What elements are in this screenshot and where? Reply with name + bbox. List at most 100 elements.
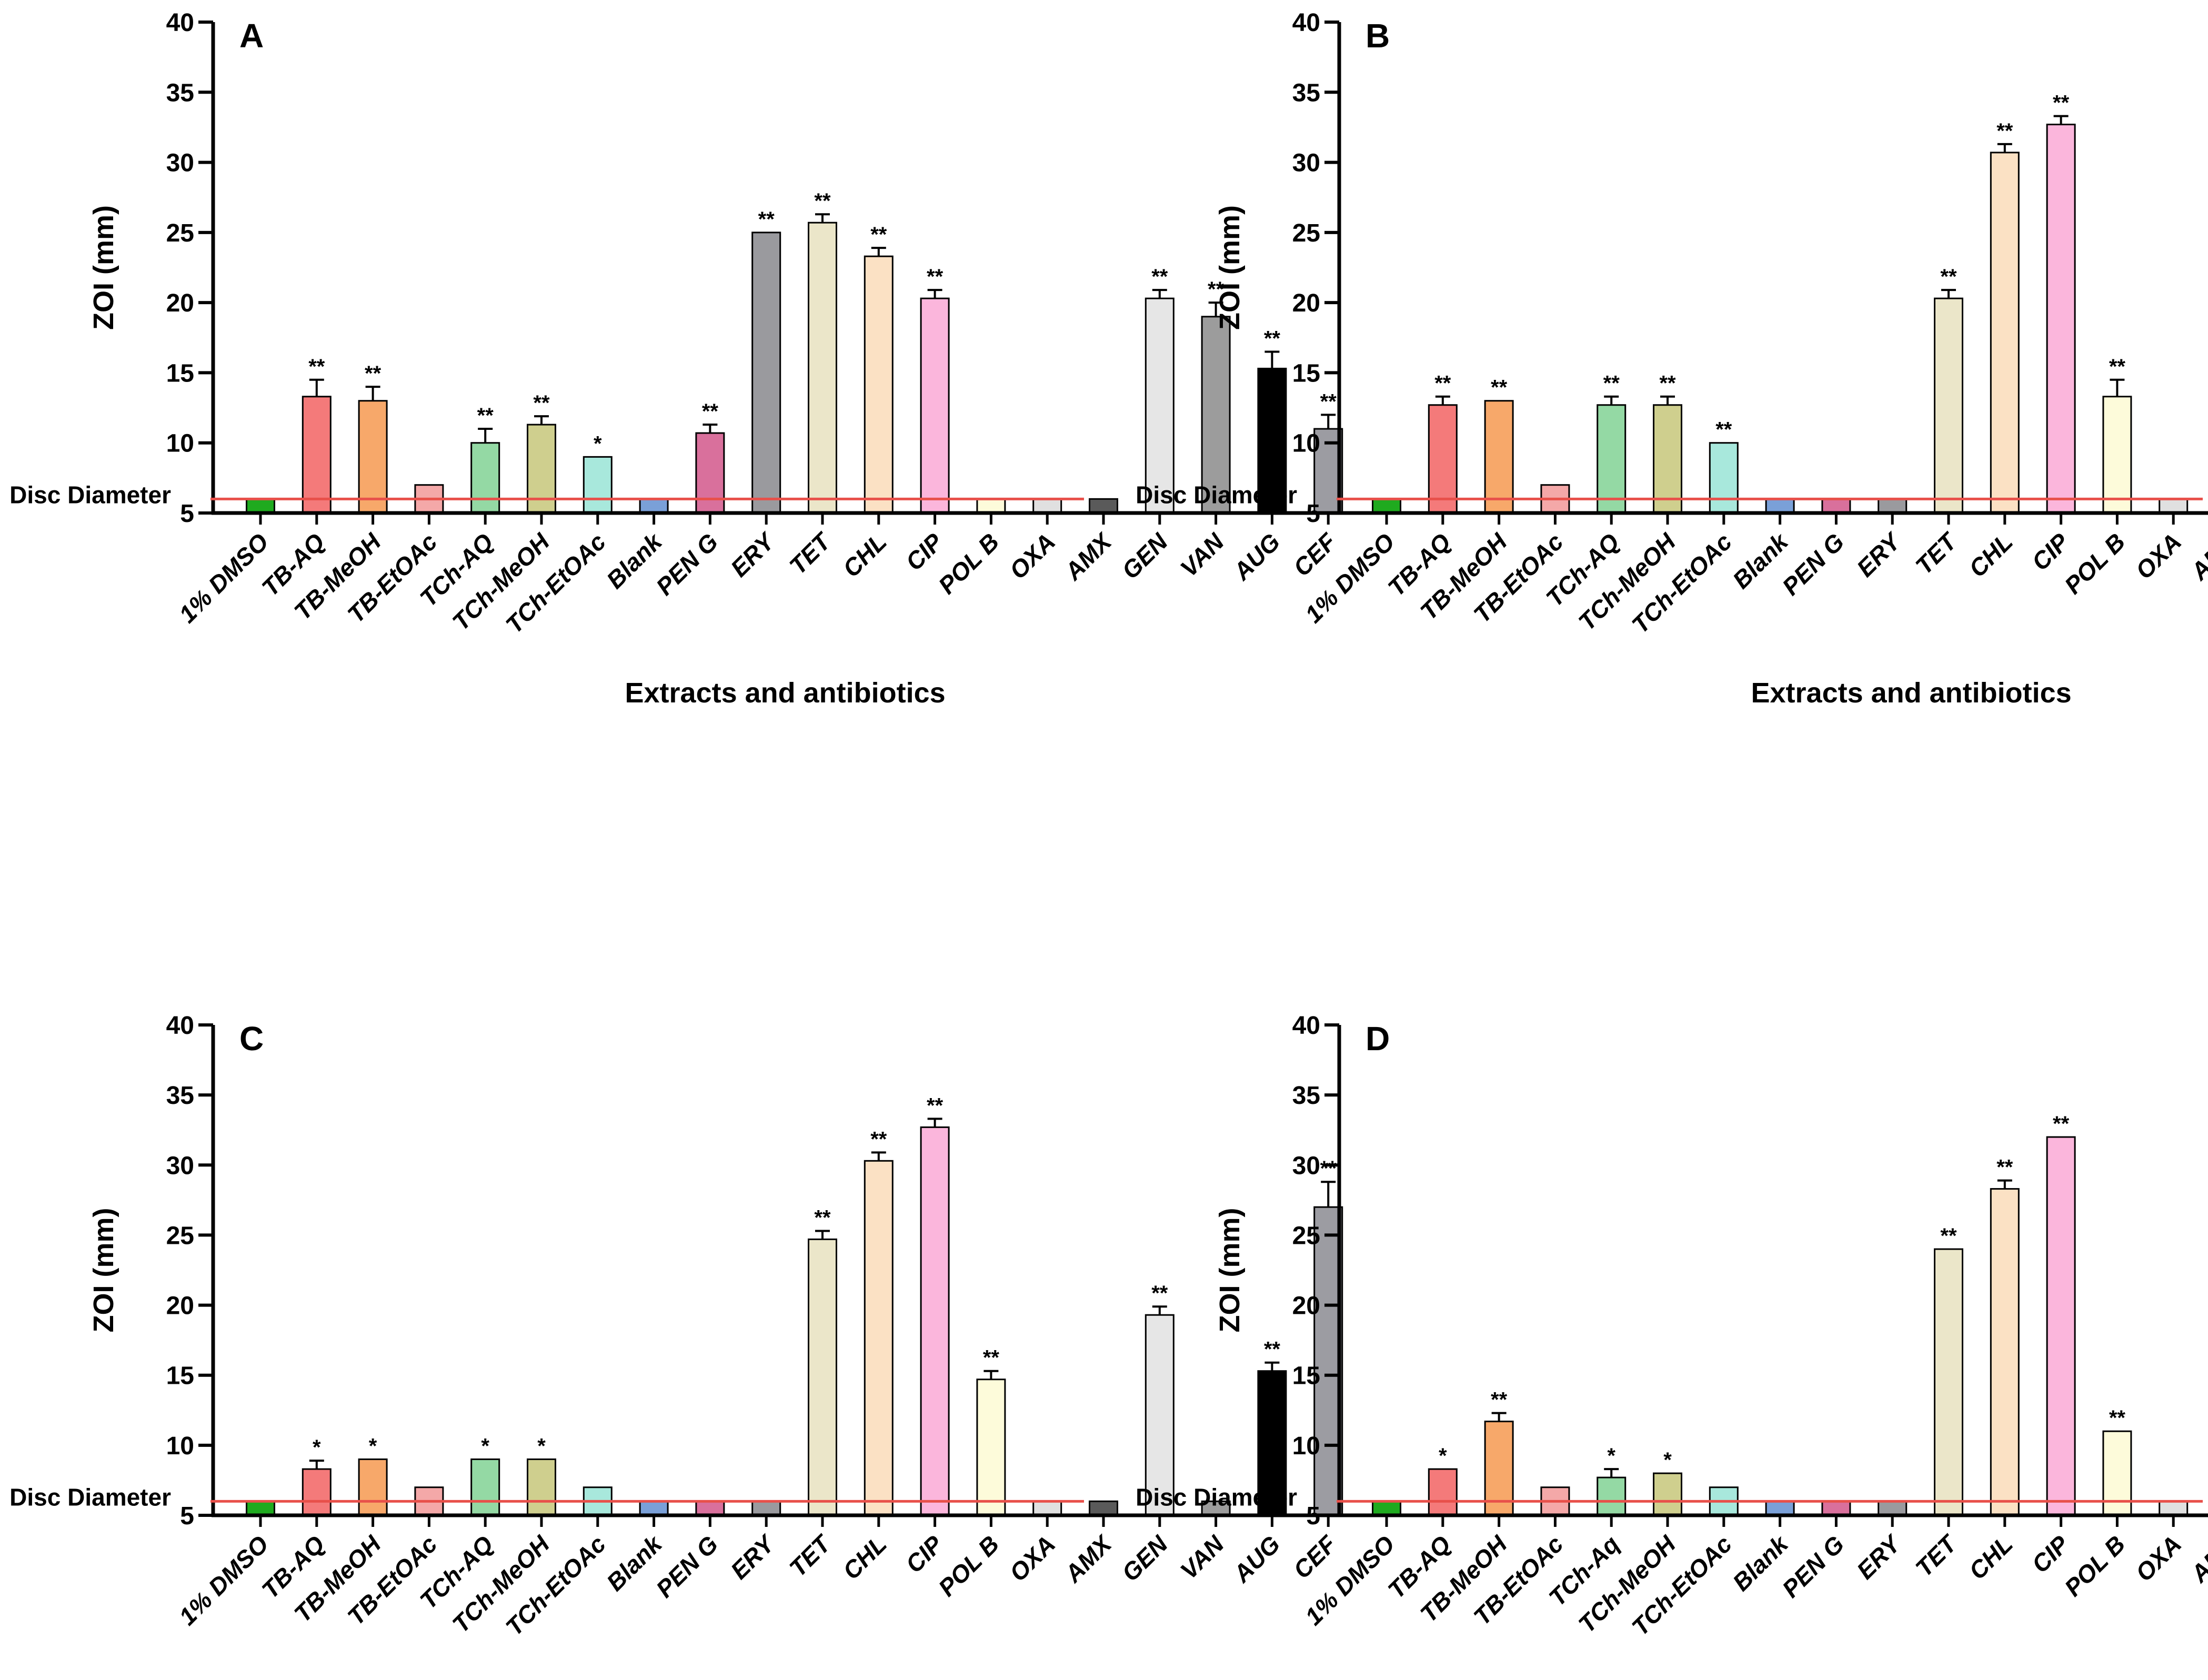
significance-marker: ** [1996,119,2013,143]
significance-marker: ** [1151,1282,1168,1305]
significance-marker: ** [1264,1338,1281,1361]
significance-marker: ** [1151,265,1168,288]
significance-marker: ** [758,208,775,231]
y-tick-label: 20 [1292,1292,1320,1320]
bar [470,442,500,514]
x-tick-label: OXA [1004,1530,1060,1586]
y-tick-label: 40 [166,1012,194,1040]
significance-marker: ** [2109,355,2126,378]
x-axis-title: Extracts and antibiotics [1751,677,2072,709]
significance-marker: ** [927,265,944,288]
y-axis-title: ZOI (mm) [1214,1208,1246,1333]
y-tick-label: 15 [1292,1362,1320,1390]
x-tick-label: GEN [1117,1530,1173,1587]
bar [976,1379,1006,1516]
significance-marker: ** [927,1094,944,1117]
y-tick-label: 5 [180,1502,194,1530]
x-tick-label: 1% DMSO [174,528,274,628]
x-tick-label: POL B [933,1530,1005,1602]
significance-marker: ** [1659,372,1676,395]
y-tick-label: 35 [1292,79,1320,107]
significance-marker: ** [1940,1224,1957,1248]
x-tick-label: GEN [1117,528,1173,585]
x-tick-label: CEF [1288,527,1342,581]
y-tick-label: 5 [1306,1502,1320,1530]
significance-marker: ** [308,355,325,378]
bar [920,1126,950,1516]
y-tick-label: 30 [1292,1152,1320,1180]
significance-marker: ** [533,391,550,415]
bar [358,400,388,514]
bar [1653,1472,1682,1516]
y-axis-title: ZOI (mm) [88,205,119,330]
bar [639,498,669,514]
bar [2102,1430,2132,1516]
bar [751,232,781,514]
significance-marker: ** [1940,265,1957,288]
disc-diameter-label: Disc Diameter [9,481,171,508]
x-tick-label: ERY [1851,1528,1907,1584]
significance-marker: ** [983,1346,1000,1370]
bar [1089,498,1118,514]
bar [864,255,894,514]
x-tick-label: ERY [725,526,781,582]
bar [1089,1500,1118,1516]
y-tick-label: 25 [1292,219,1320,247]
x-tick-label: PEN G [650,528,723,600]
x-tick-label: PEN G [1777,1530,1849,1603]
bar [1372,1500,1401,1516]
x-tick-label: AMX [2185,1530,2208,1588]
bar [1821,1500,1851,1516]
x-tick-label: AMX [1059,1530,1117,1588]
bar [808,1238,837,1516]
x-tick-label: CHL [837,528,892,582]
significance-marker: ** [1491,376,1508,399]
significance-marker: * [1663,1448,1672,1472]
y-tick-label: 25 [166,1222,194,1250]
x-tick-label: AUG [1228,1530,1286,1588]
y-tick-label: 15 [1292,359,1320,387]
y-tick-label: 25 [1292,1222,1320,1250]
y-tick-label: 40 [1292,9,1320,37]
x-tick-label: TET [1910,1529,1963,1582]
bar [751,1500,781,1516]
bar [1878,498,1908,514]
bar [1653,404,1682,514]
disc-diameter-label: Disc Diameter [9,1483,171,1511]
x-tick-label: CHL [1963,1530,2018,1585]
significance-marker: ** [814,189,831,213]
bar [358,1458,388,1516]
bar [2102,396,2132,514]
bar [1990,1188,2020,1516]
significance-marker: ** [2053,1112,2070,1135]
x-tick-label: OXA [2130,1530,2186,1586]
bar [864,1160,894,1516]
y-tick-label: 35 [166,79,194,107]
bar [583,456,613,514]
x-tick-label: CIP [2026,528,2074,576]
bar [527,1458,556,1516]
y-tick-label: 30 [166,149,194,177]
significance-marker: ** [870,1128,887,1151]
x-tick-label: VAN [1175,528,1230,582]
significance-marker: ** [814,1206,831,1229]
bar [976,498,1006,514]
y-tick-label: 20 [166,1292,194,1320]
x-tick-label: CEF [1288,1530,1342,1584]
y-tick-label: 10 [166,430,194,458]
x-tick-label: OXA [2130,528,2186,584]
bar [1428,1468,1458,1516]
x-tick-label: TET [784,527,837,580]
bar [1201,1500,1231,1516]
significance-marker: ** [1715,418,1732,441]
significance-marker: ** [365,362,382,385]
significance-marker: ** [702,400,719,423]
panel-letter: C [239,1020,264,1058]
bar [2159,1500,2189,1516]
y-tick-label: 5 [1306,500,1320,528]
significance-marker: ** [870,223,887,246]
x-tick-label: TET [784,1529,837,1582]
bar [1484,1421,1514,1516]
y-tick-label: 10 [1292,430,1320,458]
